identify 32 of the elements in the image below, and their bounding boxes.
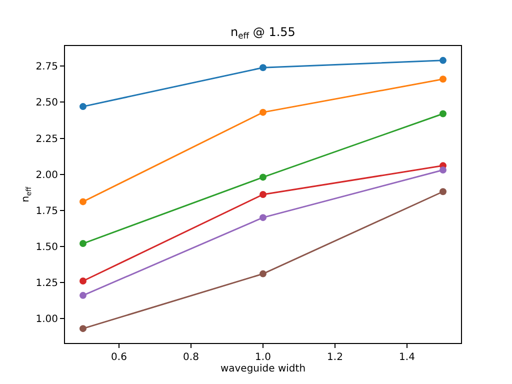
point	[260, 64, 266, 72]
x-tick-label: 1.4	[399, 352, 415, 363]
point	[80, 278, 86, 284]
x-tick-label: 0.8	[183, 352, 199, 363]
point	[80, 292, 86, 299]
point	[80, 325, 86, 332]
y-tick-label: 2.00	[36, 170, 58, 181]
y-tick-label: 2.50	[36, 98, 58, 109]
x-axis-title: waveguide width	[220, 364, 306, 374]
point	[440, 56, 446, 64]
point	[260, 270, 266, 278]
y-tick-label: 1.75	[36, 206, 58, 217]
y-tick-label: 1.00	[36, 314, 58, 325]
point	[440, 110, 446, 118]
point	[440, 188, 446, 196]
y-tick-label: 1.50	[36, 242, 58, 253]
y-tick-label: 2.25	[36, 134, 58, 145]
x-tick-label: 1.0	[255, 352, 271, 363]
x-tick-label: 0.6	[111, 352, 127, 363]
y-tick-label: 2.75	[36, 62, 58, 73]
point	[80, 103, 86, 110]
point	[260, 108, 266, 116]
point	[260, 214, 266, 222]
point	[260, 174, 266, 181]
point	[440, 76, 446, 83]
y-tick-label: 1.25	[36, 278, 58, 289]
chart-title: n$_{eff}$ @ 1.55	[230, 25, 296, 41]
point	[80, 198, 86, 206]
point	[260, 191, 266, 198]
point	[80, 240, 86, 248]
x-tick-label: 1.2	[327, 352, 343, 363]
point	[440, 166, 446, 174]
